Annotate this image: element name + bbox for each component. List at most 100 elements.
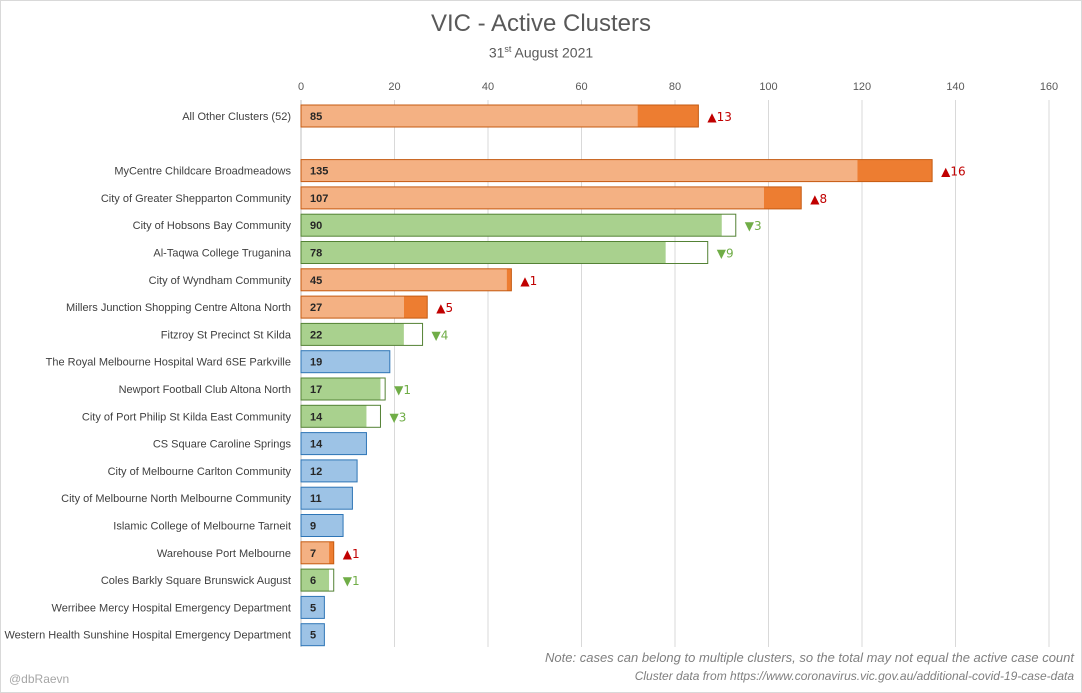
bar-previous bbox=[301, 296, 404, 319]
value-label: 19 bbox=[310, 357, 322, 369]
bar-outline bbox=[300, 322, 424, 346]
x-tick-label: 60 bbox=[575, 81, 587, 93]
bar-current bbox=[300, 459, 358, 483]
bar-current bbox=[301, 323, 404, 346]
x-tick-label: 80 bbox=[669, 81, 681, 93]
bar-current bbox=[300, 595, 325, 619]
bar-increase bbox=[403, 296, 428, 319]
bar-outline bbox=[300, 295, 428, 319]
change-label: ▼1 bbox=[394, 383, 411, 397]
bar-current bbox=[301, 405, 367, 428]
change-label: ▼3 bbox=[389, 410, 406, 424]
category-label: City of Port Philip St Kilda East Commun… bbox=[82, 411, 292, 423]
bar-previous bbox=[301, 105, 638, 127]
change-label: ▼1 bbox=[343, 574, 360, 588]
value-label: 7 bbox=[310, 548, 316, 560]
bar-increase bbox=[857, 159, 933, 182]
bar-outline bbox=[300, 241, 709, 264]
source-note: Cluster data from https://www.coronaviru… bbox=[634, 669, 1074, 683]
subtitle-rest: August 2021 bbox=[511, 44, 594, 61]
category-label: Western Health Sunshine Hospital Emergen… bbox=[4, 630, 291, 642]
change-label: ▲5 bbox=[436, 301, 453, 315]
x-tick-label: 20 bbox=[388, 81, 400, 93]
category-label: City of Melbourne Carlton Community bbox=[108, 466, 292, 478]
value-label: 12 bbox=[310, 466, 322, 478]
bar-current bbox=[300, 514, 344, 537]
bar-outline bbox=[300, 541, 335, 565]
bar-outline bbox=[300, 377, 386, 401]
bar-current bbox=[301, 241, 666, 264]
bar-outline bbox=[300, 159, 933, 183]
footnote: Note: cases can belong to multiple clust… bbox=[545, 650, 1074, 665]
category-label: Islamic College of Melbourne Tarneit bbox=[113, 521, 291, 533]
bar-previous bbox=[301, 268, 507, 291]
change-label: ▲16 bbox=[941, 165, 966, 179]
bar-current bbox=[300, 432, 367, 456]
change-label: ▲1 bbox=[343, 547, 360, 561]
value-label: 90 bbox=[310, 220, 322, 232]
chart-title: VIC - Active Clusters bbox=[430, 10, 652, 37]
category-label: Al-Taqwa College Truganina bbox=[153, 248, 291, 260]
value-label: 135 bbox=[310, 166, 328, 178]
category-label: CS Square Caroline Springs bbox=[153, 439, 292, 451]
value-label: 27 bbox=[310, 302, 322, 314]
category-label: City of Hobsons Bay Community bbox=[133, 220, 292, 232]
bar-outline bbox=[300, 404, 381, 428]
bar-outline bbox=[300, 268, 512, 292]
bar-current bbox=[301, 378, 381, 400]
category-label: Warehouse Port Melbourne bbox=[157, 548, 291, 560]
labels: 0 20 40 60 80 100 120 140 160 All Other Clusters … bbox=[4, 81, 1058, 642]
bar-outline bbox=[300, 568, 335, 592]
bars bbox=[300, 104, 933, 647]
category-label: The Royal Melbourne Hospital Ward 6SE Pa… bbox=[46, 357, 291, 369]
value-label: 22 bbox=[310, 329, 322, 341]
value-label: 107 bbox=[310, 193, 328, 205]
category-label: City of Melbourne North Melbourne Commun… bbox=[61, 493, 291, 505]
change-label: ▲8 bbox=[810, 192, 827, 206]
category-label: City of Greater Shepparton Community bbox=[101, 193, 292, 205]
bar-increase bbox=[506, 268, 512, 291]
category-label: City of Wyndham Community bbox=[149, 275, 292, 287]
value-label: 5 bbox=[310, 630, 316, 642]
x-tick-label: 120 bbox=[853, 81, 871, 93]
bar-current bbox=[300, 350, 391, 374]
bar-current bbox=[300, 486, 353, 510]
category-label: MyCentre Childcare Broadmeadows bbox=[114, 166, 291, 178]
change-label: ▼9 bbox=[717, 247, 734, 261]
change-label: ▼3 bbox=[745, 219, 762, 233]
x-tick-label: 40 bbox=[482, 81, 494, 93]
value-label: 14 bbox=[310, 439, 323, 451]
x-tick-label: 160 bbox=[1040, 81, 1058, 93]
chart-subtitle: 31st August 2021 bbox=[0, 44, 1082, 61]
x-tick-label: 0 bbox=[298, 81, 304, 93]
subtitle-day: 31 bbox=[488, 44, 505, 61]
value-label: 45 bbox=[310, 275, 322, 287]
value-label: 9 bbox=[310, 521, 316, 533]
bar-outline bbox=[300, 213, 737, 237]
value-label: 6 bbox=[310, 575, 316, 587]
bar-previous bbox=[301, 186, 764, 209]
bar-current bbox=[301, 569, 330, 592]
bar-previous bbox=[301, 541, 330, 564]
bar-increase bbox=[763, 186, 802, 209]
category-label: Newport Football Club Altona North bbox=[119, 384, 291, 396]
bar-previous bbox=[301, 159, 858, 182]
author-credit: @dbRaevn bbox=[9, 672, 70, 686]
value-label: 5 bbox=[310, 602, 316, 614]
value-label: 85 bbox=[310, 111, 322, 123]
subtitle-suffix: st bbox=[504, 44, 512, 54]
bar-outline bbox=[300, 104, 699, 128]
value-label: 11 bbox=[310, 493, 322, 505]
change-label: ▲1 bbox=[520, 274, 537, 288]
value-label: 14 bbox=[310, 411, 323, 423]
x-tick-label: 100 bbox=[759, 81, 777, 93]
bar-increase bbox=[329, 541, 334, 564]
category-label: Coles Barkly Square Brunswick August bbox=[101, 575, 291, 587]
value-label: 78 bbox=[310, 248, 322, 260]
change-label: ▲13 bbox=[707, 110, 732, 124]
bar-increase bbox=[637, 105, 699, 127]
category-label: All Other Clusters (52) bbox=[182, 111, 291, 123]
category-label: Fitzroy St Precinct St Kilda bbox=[161, 329, 292, 341]
bar-outline bbox=[300, 186, 802, 210]
